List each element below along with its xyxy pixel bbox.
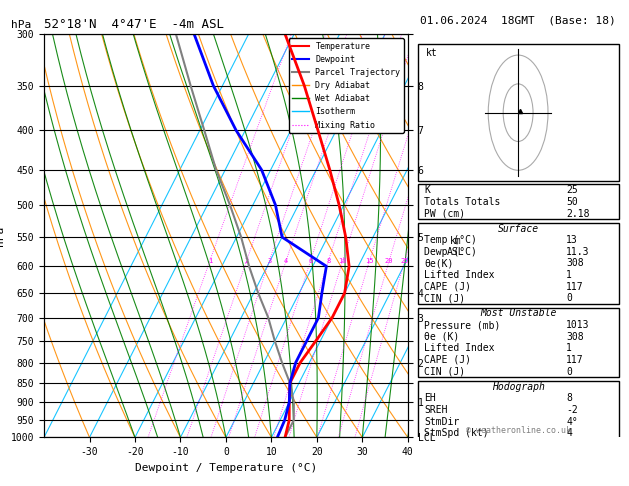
Text: 2.18: 2.18 bbox=[566, 208, 590, 219]
Text: 6: 6 bbox=[308, 258, 313, 263]
Text: SREH: SREH bbox=[424, 405, 447, 415]
Text: 50: 50 bbox=[566, 197, 578, 207]
Text: kt: kt bbox=[426, 48, 438, 58]
Text: Most Unstable: Most Unstable bbox=[480, 308, 556, 318]
Text: 4: 4 bbox=[566, 428, 572, 438]
Text: 8: 8 bbox=[566, 393, 572, 403]
Text: K: K bbox=[424, 185, 430, 195]
Text: PW (cm): PW (cm) bbox=[424, 208, 465, 219]
Text: Pressure (mb): Pressure (mb) bbox=[424, 320, 501, 330]
Text: 2: 2 bbox=[245, 258, 249, 263]
Text: 1013: 1013 bbox=[566, 320, 590, 330]
Text: 11.3: 11.3 bbox=[566, 247, 590, 257]
Text: CIN (J): CIN (J) bbox=[424, 294, 465, 303]
Text: 0: 0 bbox=[566, 366, 572, 377]
FancyBboxPatch shape bbox=[418, 381, 618, 439]
Text: 117: 117 bbox=[566, 355, 584, 365]
Text: -2: -2 bbox=[566, 405, 578, 415]
Text: CIN (J): CIN (J) bbox=[424, 366, 465, 377]
Text: 4°: 4° bbox=[566, 417, 578, 427]
Text: 8: 8 bbox=[326, 258, 331, 263]
Text: 308: 308 bbox=[566, 259, 584, 268]
Text: 25: 25 bbox=[566, 185, 578, 195]
Text: 308: 308 bbox=[566, 331, 584, 342]
Text: Lifted Index: Lifted Index bbox=[424, 270, 494, 280]
X-axis label: Dewpoint / Temperature (°C): Dewpoint / Temperature (°C) bbox=[135, 463, 317, 473]
Text: 3: 3 bbox=[267, 258, 272, 263]
Text: © weatheronline.co.uk: © weatheronline.co.uk bbox=[465, 426, 571, 435]
Text: 0: 0 bbox=[566, 294, 572, 303]
Text: Dewp (°C): Dewp (°C) bbox=[424, 247, 477, 257]
Text: 1: 1 bbox=[566, 270, 572, 280]
Text: Totals Totals: Totals Totals bbox=[424, 197, 501, 207]
Text: EH: EH bbox=[424, 393, 436, 403]
Text: 52°18'N  4°47'E  -4m ASL: 52°18'N 4°47'E -4m ASL bbox=[44, 18, 224, 32]
Text: StmSpd (kt): StmSpd (kt) bbox=[424, 428, 489, 438]
Text: Hodograph: Hodograph bbox=[492, 382, 545, 392]
Y-axis label: km
ASL: km ASL bbox=[447, 236, 465, 257]
Text: CAPE (J): CAPE (J) bbox=[424, 282, 471, 292]
Text: 117: 117 bbox=[566, 282, 584, 292]
FancyBboxPatch shape bbox=[418, 185, 618, 220]
Text: Lifted Index: Lifted Index bbox=[424, 343, 494, 353]
FancyBboxPatch shape bbox=[418, 223, 618, 304]
Legend: Temperature, Dewpoint, Parcel Trajectory, Dry Adiabat, Wet Adiabat, Isotherm, Mi: Temperature, Dewpoint, Parcel Trajectory… bbox=[289, 38, 404, 133]
FancyBboxPatch shape bbox=[418, 44, 618, 181]
FancyBboxPatch shape bbox=[418, 308, 618, 378]
Text: 1: 1 bbox=[566, 343, 572, 353]
Text: 01.06.2024  18GMT  (Base: 18): 01.06.2024 18GMT (Base: 18) bbox=[420, 16, 616, 26]
Text: 1: 1 bbox=[208, 258, 212, 263]
Text: 13: 13 bbox=[566, 235, 578, 245]
Text: StmDir: StmDir bbox=[424, 417, 459, 427]
Text: Surface: Surface bbox=[498, 224, 538, 233]
Text: 15: 15 bbox=[365, 258, 374, 263]
Text: Temp (°C): Temp (°C) bbox=[424, 235, 477, 245]
Text: 25: 25 bbox=[401, 258, 409, 263]
Text: hPa: hPa bbox=[11, 20, 31, 30]
Text: 4: 4 bbox=[284, 258, 288, 263]
Text: 10: 10 bbox=[338, 258, 347, 263]
Text: θe (K): θe (K) bbox=[424, 331, 459, 342]
Text: CAPE (J): CAPE (J) bbox=[424, 355, 471, 365]
Y-axis label: hPa: hPa bbox=[0, 226, 5, 246]
Text: θe(K): θe(K) bbox=[424, 259, 454, 268]
Text: 20: 20 bbox=[385, 258, 393, 263]
